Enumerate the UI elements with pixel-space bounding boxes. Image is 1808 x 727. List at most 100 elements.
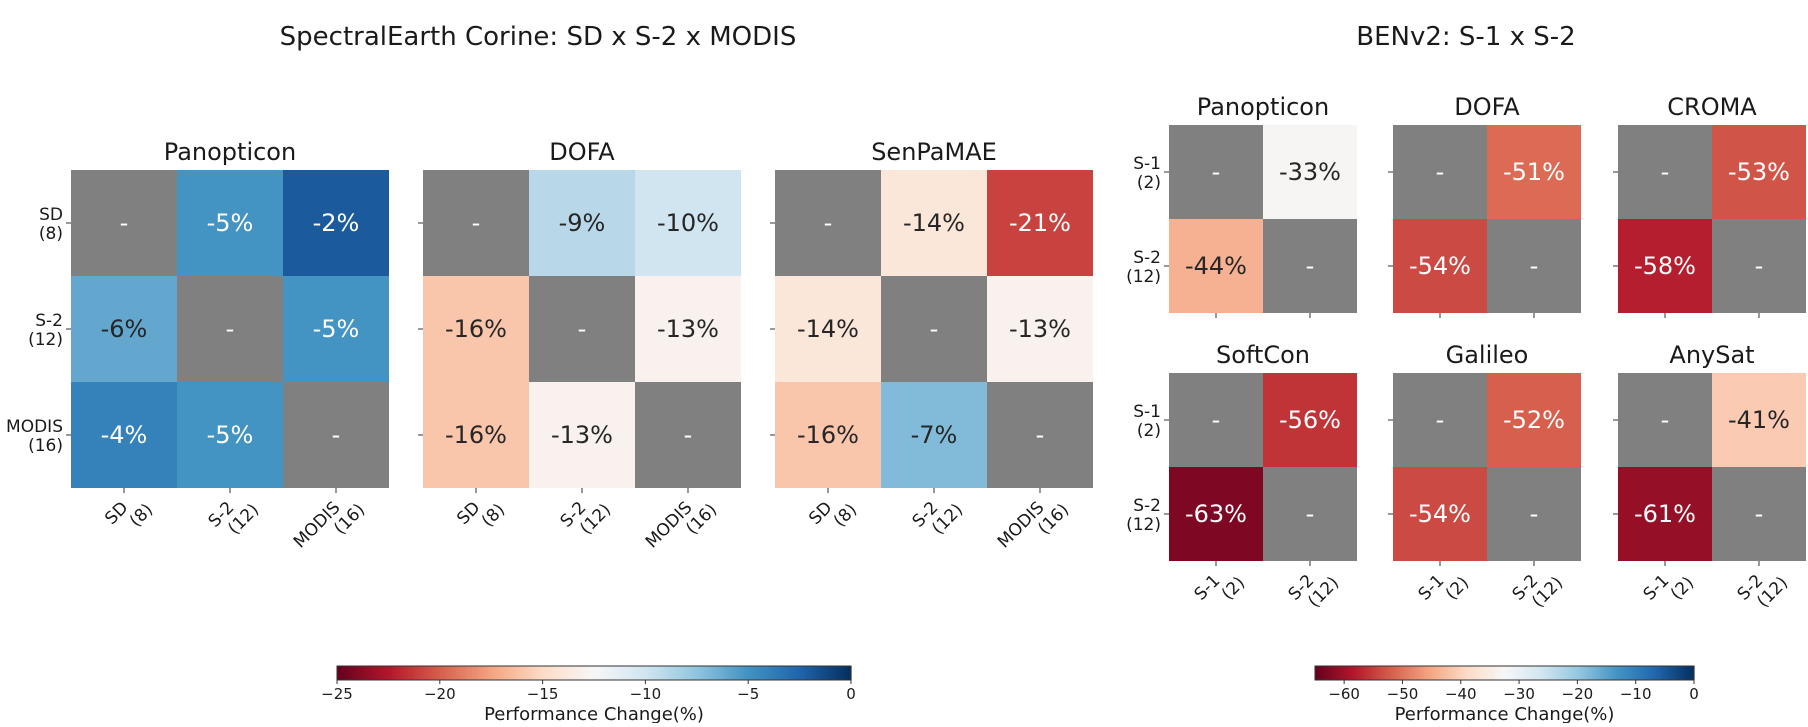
panel-title: DOFA	[549, 138, 615, 166]
colorbar-segment	[1345, 666, 1349, 680]
colorbar-segment	[516, 666, 521, 680]
colorbar-segment	[1544, 666, 1548, 680]
colorbar-segment	[1499, 666, 1503, 680]
panel-corine-dofa: DOFA - -9% -10% -16% - -13% -16% -13% - SD(8) S-2(1…	[418, 138, 741, 552]
colorbar-segment	[394, 666, 399, 680]
colorbar-segment	[1585, 666, 1589, 680]
colorbar-segment	[1426, 666, 1430, 680]
cell-value-label: -10%	[657, 209, 719, 237]
colorbar-segment	[1383, 666, 1387, 680]
colorbar-segment	[648, 666, 653, 680]
heatmap-cell-r1-c2	[635, 276, 741, 382]
colorbar-segment	[1362, 666, 1366, 680]
colorbar-segment	[378, 666, 383, 680]
x-tick-label-group: S-2(12)	[1285, 571, 1344, 612]
heatmap-cell-r1-c1	[529, 276, 635, 382]
colorbar-segment	[1459, 666, 1463, 680]
colorbar-segment	[1589, 666, 1593, 680]
colorbar-segment	[507, 666, 512, 680]
heatmap-cell-r1-c0	[1169, 467, 1263, 561]
colorbar-segment	[491, 666, 496, 680]
colorbar-segment	[728, 666, 733, 680]
cell-value-label: -56%	[1279, 406, 1341, 434]
colorbar-segment	[504, 666, 508, 680]
colorbar-segment	[757, 666, 762, 680]
colorbar-segment	[410, 666, 415, 680]
colorbar-segment	[809, 666, 814, 680]
colorbar-tick-label: −25	[321, 685, 353, 703]
x-tick-label-group: MODIS(16)	[290, 498, 369, 552]
colorbar-segment	[1637, 666, 1641, 680]
colorbar-segment	[581, 666, 585, 680]
colorbar-segment	[545, 666, 550, 680]
colorbar-tick-label: −5	[737, 685, 759, 703]
colorbar-segment	[764, 666, 769, 680]
colorbar-segment	[838, 666, 842, 680]
colorbar-segment	[1322, 666, 1326, 680]
colorbar-segment	[481, 666, 486, 680]
colorbar-segment	[1582, 666, 1586, 680]
y-tick-label: S-1 (2)	[1133, 402, 1161, 441]
heatmap-cell-r0-c0	[1618, 125, 1712, 219]
colorbar-segment	[1561, 666, 1565, 680]
x-tick-label: (8)	[126, 500, 157, 531]
colorbar-segment	[683, 666, 688, 680]
colorbar-segment	[780, 666, 785, 680]
colorbar-segment	[1440, 666, 1444, 680]
colorbar-segment	[1667, 666, 1671, 680]
panel-benv2-softcon: SoftCon - -56% -63% - S-1 (2) S-2 (12) S-1(2) S-2(…	[1126, 341, 1357, 612]
colorbar-corine: −25 −20 −15 −10 −5 0 Performance Change(%)	[321, 665, 856, 725]
cell-value-label: -	[332, 421, 341, 449]
heatmap-cell-r2-c0	[71, 382, 177, 488]
cell-value-label: -14%	[797, 315, 859, 343]
colorbar-segment	[1374, 666, 1378, 680]
heatmap-cell-r0-c1	[1712, 373, 1806, 467]
cell-value-label: -13%	[1009, 315, 1071, 343]
colorbar-segment	[1594, 666, 1598, 680]
colorbar-segment	[674, 666, 679, 680]
colorbar-segment	[789, 666, 794, 680]
colorbar-segment	[613, 666, 618, 680]
colorbar-segment	[1428, 666, 1432, 680]
colorbar-segment	[1454, 666, 1458, 680]
panel-benv2-anysat: AnySat - -41% -61% - S-1(2) S-2(12)	[1613, 341, 1806, 612]
colorbar-segment	[574, 666, 579, 680]
colorbar-tick-label: −30	[1503, 685, 1535, 703]
y-tick-label: S-1 (2)	[1133, 154, 1161, 193]
cell-value-label: -16%	[797, 421, 859, 449]
colorbar-segment	[1592, 666, 1596, 680]
colorbar-segment	[1691, 666, 1695, 680]
colorbar-segment	[452, 666, 457, 680]
cell-value-label: -16%	[445, 315, 507, 343]
colorbar-segment	[744, 666, 749, 680]
colorbar-segment	[549, 666, 553, 680]
colorbar-segment	[365, 666, 370, 680]
colorbar-segment	[1630, 666, 1634, 680]
colorbar-segment	[1639, 666, 1643, 680]
colorbar-segment	[1611, 666, 1615, 680]
colorbar-segment	[1400, 666, 1404, 680]
colorbar-segment	[667, 666, 672, 680]
colorbar-segment	[626, 666, 630, 680]
colorbar-segment	[1566, 666, 1570, 680]
colorbar-segment	[1644, 666, 1648, 680]
colorbar-segment	[1336, 666, 1340, 680]
x-tick-label: (8)	[830, 500, 861, 531]
heatmap-cell-r2-c2	[283, 382, 389, 488]
colorbar-segment	[520, 666, 524, 680]
colorbar-segment	[1343, 666, 1347, 680]
colorbar-segment	[1338, 666, 1342, 680]
colorbar-segment	[847, 666, 852, 680]
x-tick-label-group: MODIS(16)	[642, 498, 721, 552]
colorbar-segment	[1665, 666, 1669, 680]
colorbar-segment	[1405, 666, 1408, 680]
colorbar-segment	[635, 666, 640, 680]
colorbar-segment	[1369, 666, 1373, 680]
colorbar-segment	[584, 666, 589, 680]
heatmap-cell-r1-c1	[1712, 467, 1806, 561]
cell-value-label: -14%	[903, 209, 965, 237]
colorbar-segment	[748, 666, 753, 680]
colorbar-label: Performance Change(%)	[484, 704, 704, 723]
colorbar-segment	[1537, 666, 1541, 680]
cell-value-label: -16%	[445, 421, 507, 449]
